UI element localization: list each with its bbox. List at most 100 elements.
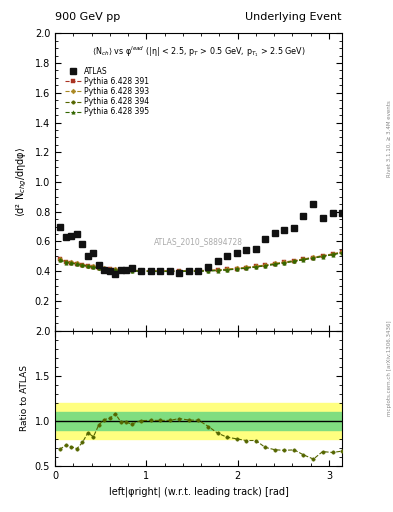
Pythia 6.428 391 [330,251,335,257]
Pythia 6.428 395 [244,265,248,271]
Pythia 6.428 393 [196,267,201,273]
Pythia 6.428 391 [107,266,112,272]
Pythia 6.428 395 [113,267,118,273]
ATLAS [282,226,286,232]
Pythia 6.428 395 [177,268,182,274]
Pythia 6.428 391 [129,267,134,273]
Pythia 6.428 393 [91,263,96,269]
Pythia 6.428 391 [91,264,96,270]
Pythia 6.428 394 [320,253,325,259]
Pythia 6.428 391 [86,263,90,269]
Pythia 6.428 393 [75,261,79,267]
Pythia 6.428 395 [80,262,85,268]
Pythia 6.428 394 [138,268,143,274]
Bar [55,412,342,430]
Pythia 6.428 391 [102,266,107,272]
Pythia 6.428 391 [292,258,297,264]
Pythia 6.428 394 [168,268,173,274]
Pythia 6.428 393 [158,268,162,274]
ATLAS [75,231,79,237]
ATLAS [129,265,134,271]
Pythia 6.428 391 [263,262,267,268]
ATLAS [91,250,96,257]
Pythia 6.428 395 [215,268,220,274]
Pythia 6.428 393 [113,266,118,272]
Pythia 6.428 394 [187,268,192,274]
Text: Rivet 3.1.10, ≥ 3.4M events: Rivet 3.1.10, ≥ 3.4M events [387,100,392,177]
Pythia 6.428 393 [80,262,85,268]
Pythia 6.428 391 [311,254,316,261]
Text: ⟨N$_{ch}$⟩ vs φ$^{lead}$ (|η| < 2.5, p$_{T}$ > 0.5 GeV, p$_{T_1}$ > 2.5 GeV): ⟨N$_{ch}$⟩ vs φ$^{lead}$ (|η| < 2.5, p$_… [92,44,305,59]
Pythia 6.428 395 [97,265,101,271]
ATLAS [69,232,74,239]
ATLAS [177,270,182,276]
Pythia 6.428 391 [234,266,239,272]
ATLAS [244,247,248,253]
Pythia 6.428 395 [282,260,286,266]
Pythia 6.428 391 [124,267,129,273]
ATLAS [292,225,297,231]
Text: Underlying Event: Underlying Event [245,11,342,22]
ATLAS [330,210,335,216]
Pythia 6.428 393 [138,267,143,273]
Pythia 6.428 393 [206,267,211,273]
Pythia 6.428 393 [244,264,248,270]
ATLAS [64,234,68,240]
Legend: ATLAS, Pythia 6.428 391, Pythia 6.428 393, Pythia 6.428 394, Pythia 6.428 395: ATLAS, Pythia 6.428 391, Pythia 6.428 39… [64,67,149,116]
Pythia 6.428 394 [57,257,62,263]
Pythia 6.428 395 [118,268,123,274]
ATLAS [113,271,118,278]
Pythia 6.428 394 [196,268,201,274]
Pythia 6.428 393 [330,251,335,257]
Pythia 6.428 391 [158,268,162,274]
Pythia 6.428 393 [320,252,325,259]
Pythia 6.428 393 [124,267,129,273]
Pythia 6.428 391 [97,265,101,271]
Pythia 6.428 394 [107,267,112,273]
ATLAS [224,253,229,260]
Pythia 6.428 394 [311,255,316,261]
Pythia 6.428 393 [253,263,258,269]
Line: Pythia 6.428 395: Pythia 6.428 395 [58,251,343,273]
ATLAS [80,241,85,247]
Line: Pythia 6.428 393: Pythia 6.428 393 [58,250,343,272]
Line: Pythia 6.428 394: Pythia 6.428 394 [58,251,343,273]
Pythia 6.428 393 [86,263,90,269]
ATLAS [311,201,316,207]
Pythia 6.428 393 [69,259,74,265]
Pythia 6.428 391 [168,268,173,274]
Pythia 6.428 393 [187,267,192,273]
Pythia 6.428 393 [168,268,173,274]
Pythia 6.428 394 [244,265,248,271]
ATLAS [196,268,201,274]
Pythia 6.428 391 [57,257,62,263]
Pythia 6.428 394 [75,261,79,267]
ATLAS [124,267,129,273]
Pythia 6.428 394 [340,249,344,255]
Pythia 6.428 393 [273,261,277,267]
ATLAS [234,250,239,257]
ATLAS [340,210,344,216]
Y-axis label: ⟨d² N$_{chg}$/dηdφ⟩: ⟨d² N$_{chg}$/dηdφ⟩ [15,147,29,217]
Pythia 6.428 394 [118,267,123,273]
Pythia 6.428 391 [80,262,85,268]
Pythia 6.428 391 [113,267,118,273]
Pythia 6.428 395 [129,268,134,274]
Pythia 6.428 393 [97,264,101,270]
Pythia 6.428 395 [330,252,335,258]
Pythia 6.428 395 [91,264,96,270]
Pythia 6.428 394 [301,257,306,263]
Text: 900 GeV pp: 900 GeV pp [55,11,120,22]
Pythia 6.428 395 [253,264,258,270]
ATLAS [301,213,306,219]
Pythia 6.428 393 [301,256,306,262]
Y-axis label: Ratio to ATLAS: Ratio to ATLAS [20,366,29,431]
Pythia 6.428 391 [301,256,306,262]
Pythia 6.428 391 [75,261,79,267]
Pythia 6.428 393 [263,262,267,268]
ATLAS [273,229,277,236]
Pythia 6.428 394 [113,267,118,273]
ATLAS [86,253,90,260]
Pythia 6.428 391 [320,253,325,259]
Pythia 6.428 395 [340,250,344,256]
